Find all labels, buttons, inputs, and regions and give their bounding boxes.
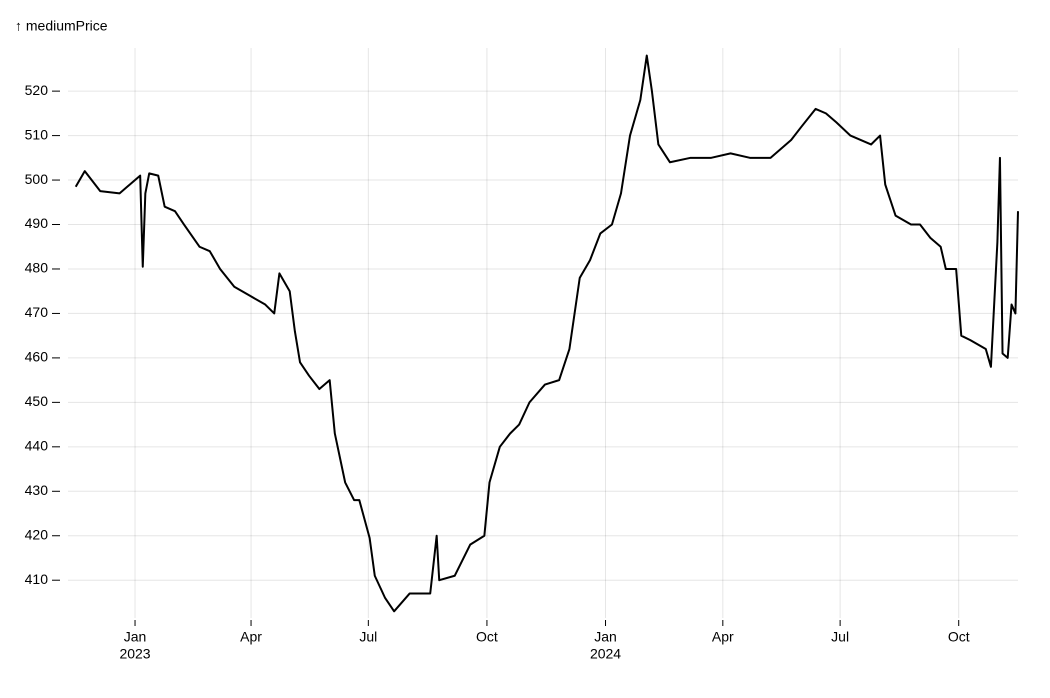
y-tick-label: 520 <box>25 82 49 98</box>
x-tick-label: Oct <box>948 629 970 645</box>
y-tick-label: 460 <box>25 349 49 365</box>
x-tick-label: Oct <box>476 629 498 645</box>
y-tick-label: 480 <box>25 260 49 276</box>
x-tick-label: Apr <box>712 629 734 645</box>
x-tick-year: 2023 <box>119 646 150 662</box>
price-line <box>74 54 1019 613</box>
x-tick-label: Apr <box>240 629 262 645</box>
y-tick-label: 420 <box>25 526 49 542</box>
y-tick-label: 510 <box>25 126 49 142</box>
y-tick-label: 500 <box>25 171 49 187</box>
x-tick-label: Jul <box>359 629 377 645</box>
y-tick-label: 470 <box>25 304 49 320</box>
y-axis-label: ↑ mediumPrice <box>15 18 108 34</box>
x-tick-year: 2024 <box>590 646 621 662</box>
y-tick-label: 430 <box>25 482 49 498</box>
y-tick-label: 450 <box>25 393 49 409</box>
x-tick-label: Jan <box>124 629 147 645</box>
y-tick-label: 410 <box>25 571 49 587</box>
y-tick-label: 490 <box>25 215 49 231</box>
x-tick-label: Jan <box>594 629 617 645</box>
y-tick-label: 440 <box>25 438 49 454</box>
x-tick-label: Jul <box>831 629 849 645</box>
